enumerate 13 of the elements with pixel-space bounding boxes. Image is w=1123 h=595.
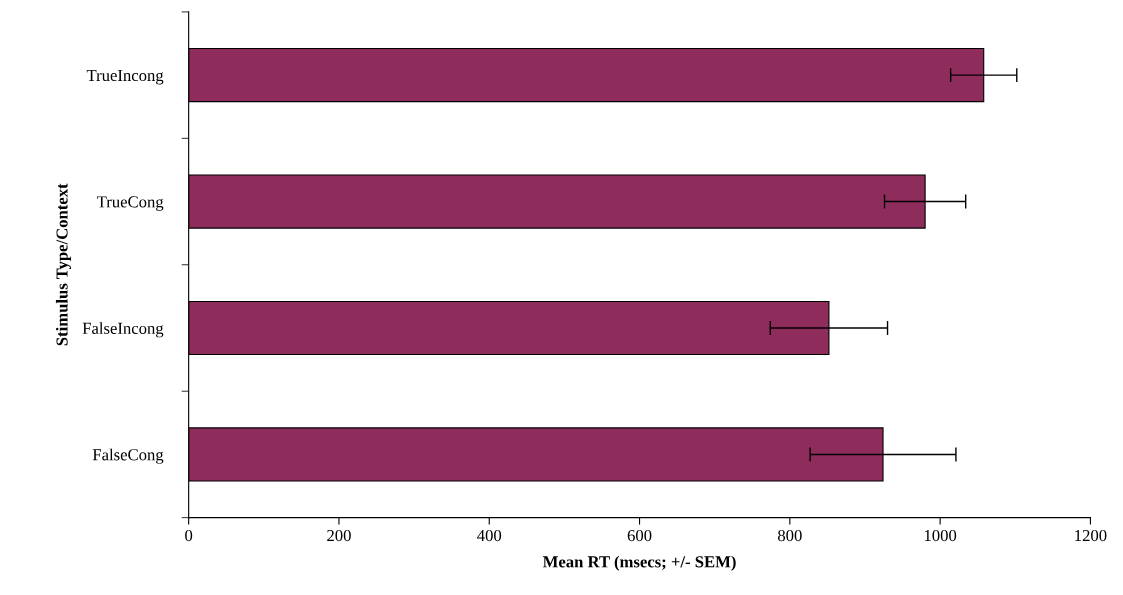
x-tick-label: 600 [627,529,652,542]
y-axis-title: Stimulus Type/Context [55,183,72,346]
y-tick-label: FalseIncong [82,322,164,338]
x-tick-label: 1000 [924,529,957,542]
y-tick-label: TrueIncong [86,69,164,85]
x-tick-label: 200 [327,529,351,542]
x-tick-label: 0 [185,529,193,542]
x-tick-label: 800 [777,529,802,542]
x-tick-label: 400 [477,529,502,542]
x-tick-label: 1200 [1075,529,1107,542]
x-axis-title: Mean RT (msecs; +/- SEM) [542,555,736,571]
y-tick-label: TrueCong [96,196,164,211]
y-tick-label: FalseCong [92,448,164,464]
